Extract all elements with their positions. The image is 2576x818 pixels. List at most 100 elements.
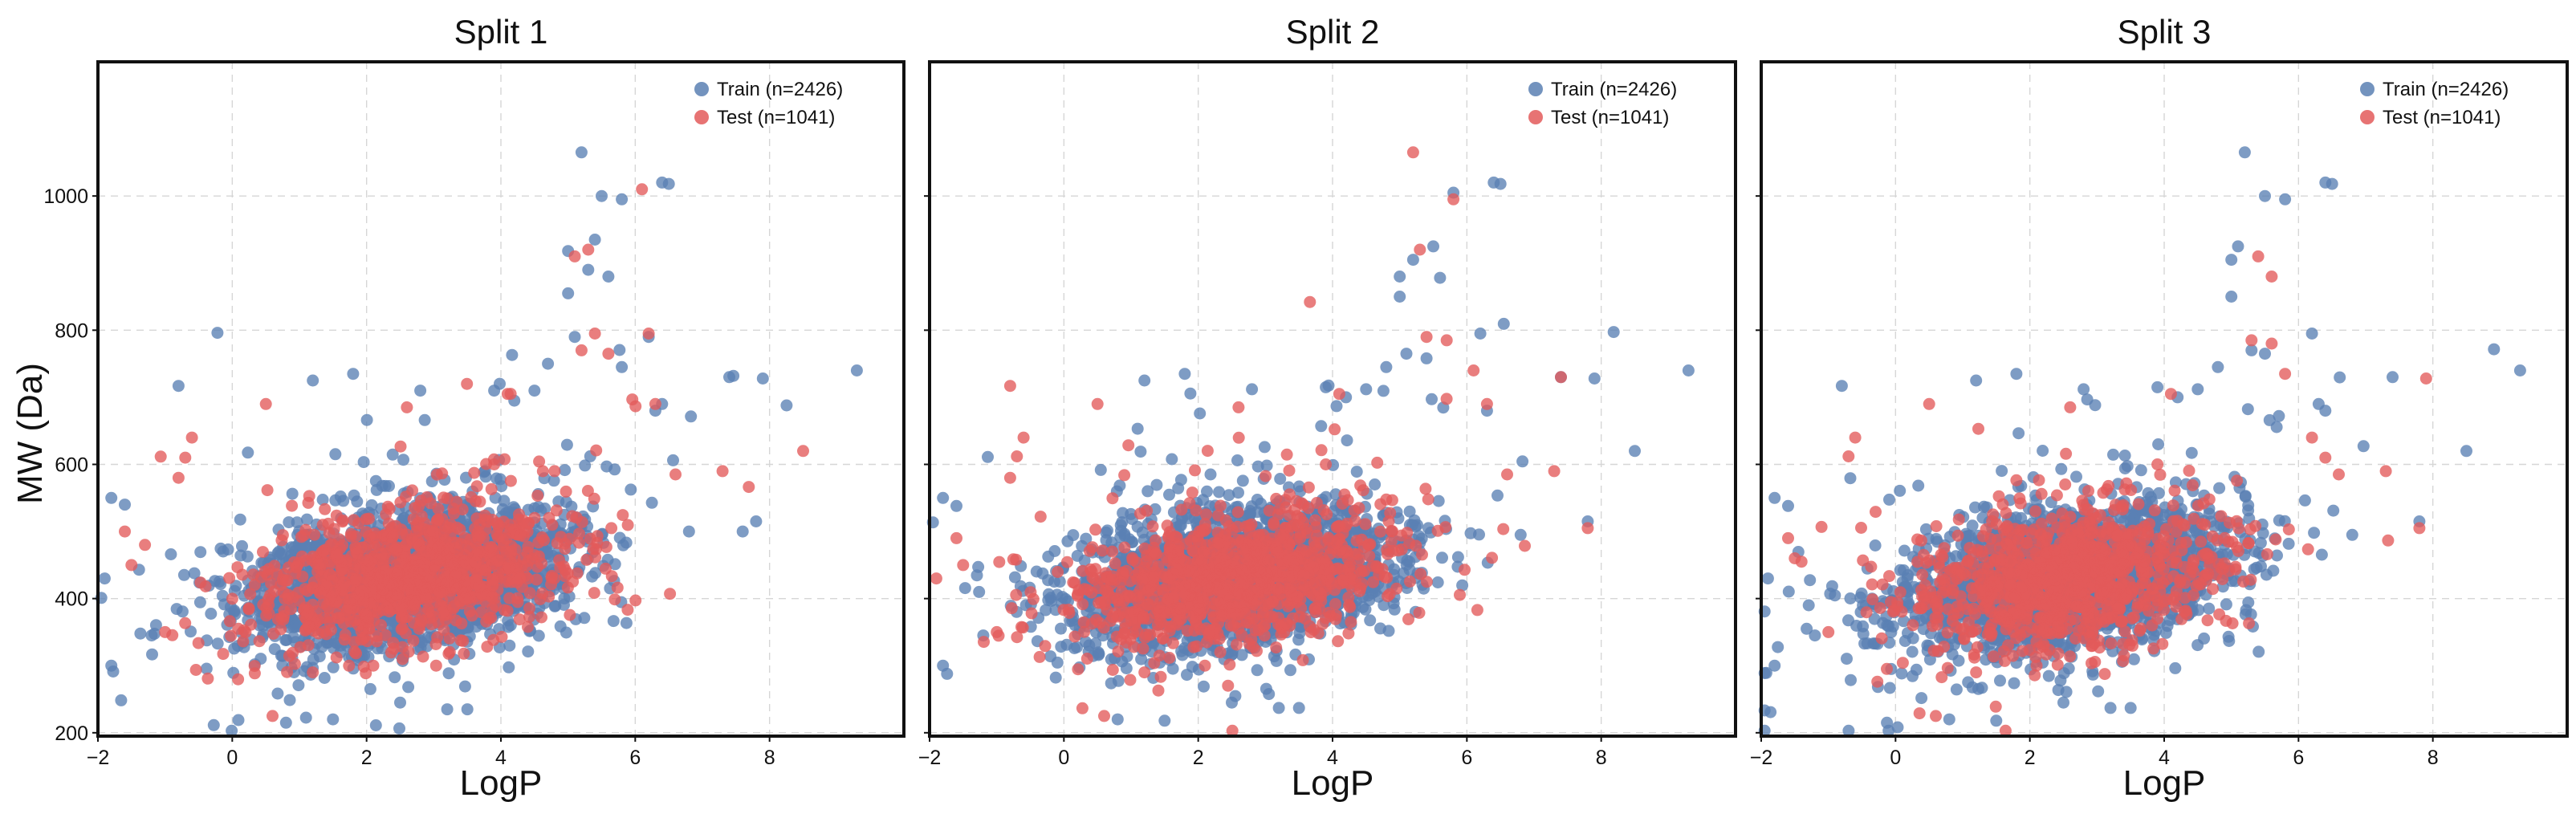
point-train xyxy=(602,271,615,283)
point-test xyxy=(396,641,409,653)
point-train xyxy=(217,545,230,558)
point-test xyxy=(125,559,138,572)
point-test xyxy=(559,537,572,550)
point-test xyxy=(400,551,413,564)
point-test xyxy=(332,552,344,565)
point-train xyxy=(414,385,427,397)
point-test xyxy=(348,514,360,527)
point-train xyxy=(645,496,658,509)
point-test xyxy=(530,573,543,586)
point-test xyxy=(401,401,413,413)
point-test xyxy=(511,576,523,588)
point-train xyxy=(370,483,383,496)
point-test xyxy=(575,344,588,356)
point-test xyxy=(429,638,442,650)
point-train xyxy=(134,627,147,640)
point-test xyxy=(590,444,603,457)
point-test xyxy=(470,480,483,493)
point-train xyxy=(369,719,382,731)
point-train xyxy=(394,696,406,709)
point-test xyxy=(471,543,484,556)
point-test xyxy=(231,561,244,574)
point-test xyxy=(302,496,315,509)
x-tick-label: 6 xyxy=(629,747,641,769)
point-train xyxy=(205,608,218,620)
point-test xyxy=(486,542,499,555)
point-test xyxy=(288,657,301,670)
point-test xyxy=(385,527,397,539)
point-test xyxy=(503,560,515,572)
point-test xyxy=(360,608,372,621)
y-tick-label: 600 xyxy=(55,454,88,476)
point-test xyxy=(376,558,389,571)
point-train xyxy=(607,615,620,628)
point-test xyxy=(501,388,514,401)
point-test xyxy=(389,542,401,555)
point-test xyxy=(429,659,442,672)
point-test xyxy=(513,613,526,626)
point-train xyxy=(236,539,248,552)
point-train xyxy=(558,592,571,604)
point-train xyxy=(364,682,376,695)
point-train xyxy=(1350,466,1363,478)
point-train xyxy=(625,483,637,496)
point-train xyxy=(736,525,749,538)
point-train xyxy=(461,703,474,716)
point-test xyxy=(642,328,655,340)
point-test xyxy=(432,541,445,554)
point-train xyxy=(560,626,572,639)
point-test xyxy=(460,564,473,576)
point-train xyxy=(176,605,189,618)
point-test xyxy=(442,576,454,588)
point-test xyxy=(535,557,547,570)
point-test xyxy=(355,625,368,637)
point-test xyxy=(201,672,214,685)
point-train xyxy=(211,637,224,650)
point-train xyxy=(318,672,331,684)
point-train xyxy=(271,547,284,560)
point-train xyxy=(1436,551,1448,564)
point-test xyxy=(438,524,451,537)
point-train xyxy=(562,287,575,299)
point-test xyxy=(392,567,405,579)
point-test xyxy=(437,491,450,504)
point-test xyxy=(454,634,467,647)
point-test xyxy=(500,545,513,558)
point-train xyxy=(723,371,735,384)
point-train xyxy=(105,659,118,672)
point-test xyxy=(179,451,192,464)
point-test xyxy=(394,496,407,509)
point-test xyxy=(568,250,581,262)
point-test xyxy=(591,536,604,549)
point-test xyxy=(602,348,615,360)
point-test xyxy=(281,574,294,587)
legend-label-test: Test (n=1041) xyxy=(717,107,835,128)
point-test xyxy=(262,599,275,612)
point-test xyxy=(664,588,677,600)
point-train xyxy=(1432,494,1445,507)
point-test xyxy=(326,574,339,587)
point-train xyxy=(600,460,613,473)
point-train xyxy=(279,716,292,729)
point-test xyxy=(564,608,576,621)
point-train xyxy=(211,327,224,340)
point-test xyxy=(626,393,639,406)
point-test xyxy=(282,588,295,601)
point-train xyxy=(146,648,158,661)
point-train xyxy=(506,348,519,361)
point-test xyxy=(437,608,450,621)
point-test xyxy=(159,625,172,638)
point-train xyxy=(115,694,128,706)
point-test xyxy=(501,604,514,617)
point-train xyxy=(165,548,177,560)
point-test xyxy=(319,503,332,515)
point-test xyxy=(348,636,360,649)
point-test xyxy=(458,647,470,660)
x-tick-label: −2 xyxy=(87,747,110,769)
point-train xyxy=(682,525,695,538)
point-train xyxy=(559,464,572,477)
point-test xyxy=(429,564,442,576)
point-train xyxy=(105,491,118,504)
point-train xyxy=(271,687,284,700)
point-test xyxy=(358,572,370,584)
